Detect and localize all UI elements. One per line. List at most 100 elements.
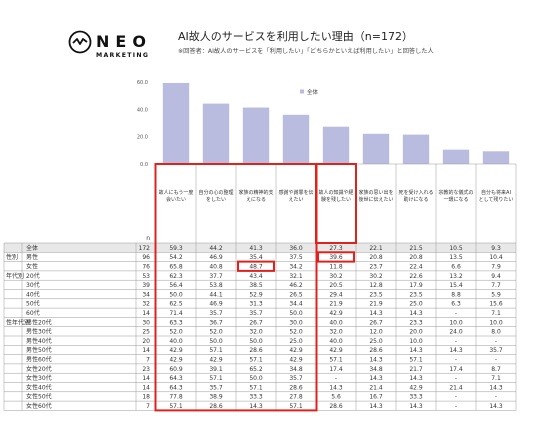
logo-wave-icon (68, 30, 92, 54)
data-cell: 22.1 (369, 245, 383, 252)
data-cell: 52.0 (289, 329, 303, 336)
data-cell: 25.0 (369, 338, 383, 345)
row-label: 女性 (26, 263, 38, 271)
data-cell: 30.0 (289, 319, 303, 326)
row-n: 14 (142, 384, 150, 391)
row-n: 172 (139, 245, 151, 252)
bar (482, 151, 510, 164)
data-cell: 46.9 (209, 301, 223, 308)
data-cell: 16.7 (369, 394, 383, 401)
data-cell: 10.0 (489, 319, 503, 326)
data-cell: 42.9 (169, 347, 183, 354)
data-cell: 43.4 (249, 273, 263, 280)
data-cell: 50.0 (169, 291, 183, 298)
data-cell: 53.8 (209, 282, 223, 289)
data-cell: 14.3 (409, 310, 423, 317)
data-cell: 60.9 (169, 366, 183, 373)
row-label: 男性40代 (26, 337, 52, 345)
data-cell: 57.1 (329, 357, 343, 364)
data-cell: - (455, 310, 457, 317)
data-cell: 30.2 (329, 273, 343, 280)
data-cell: 52.9 (249, 291, 263, 298)
data-cell: 5.6 (331, 394, 341, 401)
data-cell: 35.7 (289, 375, 303, 382)
data-cell: 20.8 (369, 254, 383, 261)
data-cell: 24.0 (449, 329, 463, 336)
row-n: 96 (142, 254, 150, 261)
data-cell: 42.9 (209, 357, 223, 364)
data-cell: 7.1 (491, 375, 501, 382)
data-cell: 42.9 (329, 310, 343, 317)
data-cell: - (455, 394, 457, 401)
data-cell: 57.1 (249, 384, 263, 391)
category-label: 死を受け入れる助けになる (398, 189, 433, 203)
data-cell: 14.3 (409, 347, 423, 354)
data-cell: 35.7 (489, 347, 503, 354)
row-group-label: 年代別 (6, 272, 24, 280)
brand-logo: NEO MARKETING (68, 30, 168, 66)
data-cell: 8.8 (451, 291, 461, 298)
data-cell: 17.4 (329, 366, 343, 373)
bar (282, 114, 310, 164)
bar (202, 103, 230, 164)
data-cell: 65.8 (169, 264, 183, 271)
data-cell: 21.5 (409, 245, 423, 252)
data-cell: 28.6 (289, 384, 303, 391)
data-cell: 39.6 (329, 254, 343, 261)
row-n: 20 (142, 338, 150, 345)
data-cell: - (495, 394, 497, 401)
data-cell: 40.0 (169, 338, 183, 345)
data-cell: 59.3 (169, 245, 183, 252)
data-cell: 14.3 (329, 384, 343, 391)
data-cell: 37.7 (209, 273, 223, 280)
data-cell: 7.1 (491, 310, 501, 317)
bar (402, 134, 430, 164)
row-label: 女性50代 (26, 393, 52, 401)
data-cell: 21.9 (369, 301, 383, 308)
row-n: 34 (142, 291, 150, 298)
y-tick-label: 20.0 (137, 135, 148, 141)
row-label: 女性40代 (26, 383, 52, 391)
data-cell: 34.2 (289, 264, 303, 271)
data-cell: 22.6 (409, 273, 423, 280)
category-label: 自分の心の整理をしたい (198, 189, 233, 203)
row-n: 39 (142, 282, 150, 289)
data-cell: 27.3 (329, 245, 343, 252)
data-cell: - (495, 338, 497, 345)
row-label: 女性20代 (26, 365, 52, 373)
data-cell: 36.7 (209, 319, 223, 326)
data-cell: 35.7 (249, 310, 263, 317)
data-cell: 29.4 (329, 291, 343, 298)
category-label: 家族の思い出を後世に伝えたい (358, 189, 393, 203)
y-tick-label: 60.0 (137, 80, 148, 86)
row-label: 60代 (26, 309, 40, 317)
legend-label: 全体 (307, 88, 319, 96)
data-cell: 20.0 (409, 329, 423, 336)
data-cell: 54.2 (169, 254, 183, 261)
data-cell: 46.2 (289, 282, 303, 289)
row-n: 14 (142, 347, 150, 354)
data-cell: 14.3 (249, 403, 263, 410)
data-cell: 52.0 (169, 329, 183, 336)
data-cell: 65.2 (249, 366, 263, 373)
data-cell: 52.0 (209, 329, 223, 336)
data-cell: 20.8 (409, 254, 423, 261)
data-cell: 28.6 (249, 347, 263, 354)
data-cell: 25.0 (409, 301, 423, 308)
data-cell: 44.1 (209, 291, 223, 298)
data-cell: 10.0 (409, 338, 423, 345)
data-cell: 57.1 (209, 375, 223, 382)
data-cell: 34.8 (289, 366, 303, 373)
row-label: 50代 (26, 300, 40, 308)
row-n: 14 (142, 310, 150, 317)
category-label: 故人にもう一度会いたい (159, 189, 194, 203)
data-cell: 33.3 (409, 394, 423, 401)
data-cell: 71.4 (169, 310, 183, 317)
data-cell: 23.3 (409, 319, 423, 326)
row-label: 男性20代 (26, 318, 52, 326)
data-cell: 50.0 (289, 310, 303, 317)
data-cell: 27.8 (289, 394, 303, 401)
respondent-note: ※回答者：AI故人のサービスを「利用したい」「どちらかといえば利用したい」と回答… (178, 48, 434, 55)
highlight-box (315, 163, 357, 244)
data-cell: 28.6 (209, 403, 223, 410)
